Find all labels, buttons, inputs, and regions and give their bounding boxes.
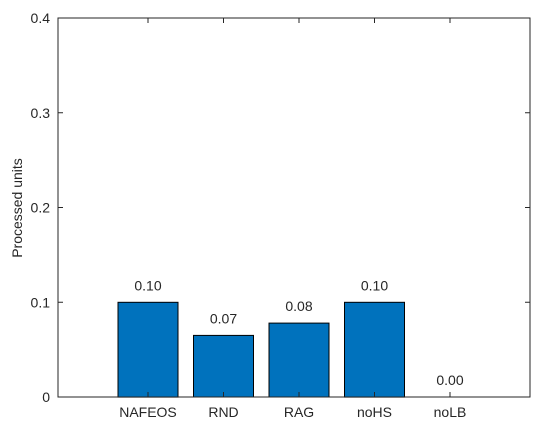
data-labels-group: 0.10 0.07 0.08 0.10 0.00 bbox=[134, 277, 463, 388]
y-tick-label: 0.3 bbox=[31, 105, 51, 121]
data-label-rnd: 0.07 bbox=[210, 310, 237, 326]
bar-nafeos bbox=[117, 301, 179, 398]
x-tick-label-rnd: RND bbox=[208, 404, 238, 420]
bar-rnd bbox=[193, 334, 254, 398]
x-tick-label-rag: RAG bbox=[284, 404, 314, 420]
bar-nohs bbox=[344, 301, 405, 398]
y-tick-label: 0.1 bbox=[31, 294, 51, 310]
x-tick-label-nafeos: NAFEOS bbox=[119, 404, 177, 420]
data-label-nohs: 0.10 bbox=[361, 277, 388, 293]
x-axis-ticks: NAFEOS RND RAG noHS noLB bbox=[119, 18, 466, 420]
x-tick-label-nolb: noLB bbox=[434, 404, 467, 420]
data-label-nafeos: 0.10 bbox=[134, 277, 161, 293]
y-tick-label: 0.2 bbox=[31, 200, 51, 216]
data-label-nolb: 0.00 bbox=[436, 372, 463, 388]
y-axis-ticks: 0 0.1 0.2 0.3 0.4 bbox=[31, 10, 530, 405]
data-label-rag: 0.08 bbox=[285, 298, 312, 314]
x-tick-label-nohs: noHS bbox=[357, 404, 392, 420]
bars-group bbox=[117, 301, 405, 398]
y-axis-label: Processed units bbox=[9, 158, 25, 258]
y-tick-label: 0 bbox=[42, 389, 50, 405]
bar-rag bbox=[268, 322, 330, 398]
y-tick-label: 0.4 bbox=[31, 10, 51, 26]
